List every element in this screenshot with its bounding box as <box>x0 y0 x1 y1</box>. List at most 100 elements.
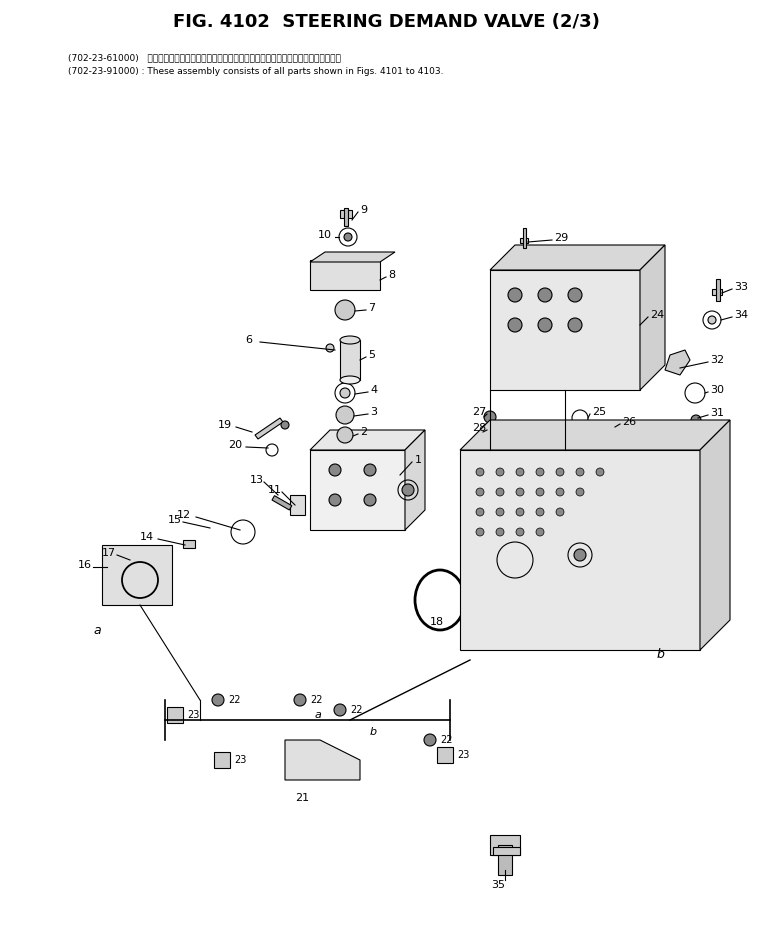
Text: b: b <box>657 649 665 661</box>
Bar <box>498 845 512 875</box>
Bar <box>310 450 405 530</box>
Text: 23: 23 <box>234 755 246 765</box>
Circle shape <box>476 508 484 516</box>
Bar <box>716 279 720 301</box>
Bar <box>490 270 640 390</box>
Polygon shape <box>310 430 425 450</box>
Text: 16: 16 <box>78 560 92 570</box>
Text: 19: 19 <box>218 420 232 430</box>
Circle shape <box>516 528 524 536</box>
Text: 35: 35 <box>491 880 505 890</box>
Text: 10: 10 <box>318 230 332 240</box>
Bar <box>119 564 139 568</box>
Text: 4: 4 <box>370 385 378 395</box>
Text: 7: 7 <box>368 303 375 313</box>
Ellipse shape <box>340 376 360 384</box>
Text: a: a <box>315 710 322 720</box>
Circle shape <box>538 288 552 302</box>
Circle shape <box>536 468 544 476</box>
Text: 9: 9 <box>360 205 367 215</box>
Text: 18: 18 <box>430 617 444 627</box>
Bar <box>290 495 305 515</box>
Circle shape <box>508 288 522 302</box>
Circle shape <box>329 464 341 476</box>
Circle shape <box>576 468 584 476</box>
Polygon shape <box>405 430 425 530</box>
Text: 12: 12 <box>177 510 191 520</box>
Text: 11: 11 <box>268 485 282 495</box>
Circle shape <box>476 528 484 536</box>
Text: 25: 25 <box>592 407 606 417</box>
Text: 15: 15 <box>168 515 182 525</box>
Circle shape <box>596 468 604 476</box>
Circle shape <box>334 704 346 716</box>
Text: 33: 33 <box>734 282 748 292</box>
Text: 28: 28 <box>472 423 486 433</box>
Text: 23: 23 <box>457 750 469 760</box>
Bar <box>272 496 292 510</box>
Circle shape <box>326 344 334 352</box>
Text: 17: 17 <box>102 548 116 558</box>
Text: 31: 31 <box>710 408 724 418</box>
Ellipse shape <box>340 336 360 344</box>
Bar <box>340 210 352 218</box>
Text: 3: 3 <box>370 407 377 417</box>
Circle shape <box>496 488 504 496</box>
Circle shape <box>496 468 504 476</box>
Polygon shape <box>700 420 730 650</box>
Circle shape <box>516 468 524 476</box>
Text: 27: 27 <box>472 407 486 417</box>
Circle shape <box>556 508 564 516</box>
Circle shape <box>281 421 289 429</box>
Bar <box>490 835 520 855</box>
Text: 34: 34 <box>734 310 748 320</box>
Text: b: b <box>370 727 378 737</box>
Circle shape <box>476 488 484 496</box>
Circle shape <box>340 388 350 398</box>
Polygon shape <box>310 252 395 262</box>
Circle shape <box>484 411 496 423</box>
Text: 21: 21 <box>295 793 309 803</box>
Bar <box>167 707 183 723</box>
Bar <box>183 540 195 548</box>
Text: 22: 22 <box>228 695 241 705</box>
Polygon shape <box>255 418 283 439</box>
Text: 1: 1 <box>415 455 422 465</box>
Text: 20: 20 <box>228 440 242 450</box>
Circle shape <box>605 423 615 433</box>
Bar <box>102 545 172 605</box>
Circle shape <box>556 468 564 476</box>
Circle shape <box>516 508 524 516</box>
Text: 24: 24 <box>650 310 664 320</box>
Circle shape <box>536 528 544 536</box>
Polygon shape <box>490 245 665 270</box>
Text: (702-23-61000)   これらのアセンブリの構成部品は第４１０１図から第４１０３図までご覧ます．: (702-23-61000) これらのアセンブリの構成部品は第４１０１図から第４… <box>68 54 341 62</box>
Circle shape <box>364 494 376 506</box>
Text: 29: 29 <box>554 233 568 243</box>
Bar <box>214 752 230 768</box>
Circle shape <box>516 488 524 496</box>
Circle shape <box>212 694 224 706</box>
Circle shape <box>424 734 436 746</box>
Bar <box>437 747 453 763</box>
Text: a: a <box>93 623 100 637</box>
Text: 2: 2 <box>360 427 367 437</box>
Circle shape <box>329 494 341 506</box>
Polygon shape <box>340 340 360 380</box>
Polygon shape <box>665 350 690 375</box>
Text: 30: 30 <box>710 385 724 395</box>
Text: 22: 22 <box>310 695 323 705</box>
Bar <box>105 562 120 570</box>
Polygon shape <box>493 847 520 855</box>
Circle shape <box>344 233 352 241</box>
Text: 22: 22 <box>350 705 363 715</box>
Bar <box>310 260 380 290</box>
Text: 8: 8 <box>388 270 395 280</box>
Bar <box>712 289 722 295</box>
Circle shape <box>536 508 544 516</box>
Circle shape <box>496 508 504 516</box>
Circle shape <box>568 318 582 332</box>
Bar <box>344 208 348 226</box>
Circle shape <box>576 488 584 496</box>
Circle shape <box>294 694 306 706</box>
